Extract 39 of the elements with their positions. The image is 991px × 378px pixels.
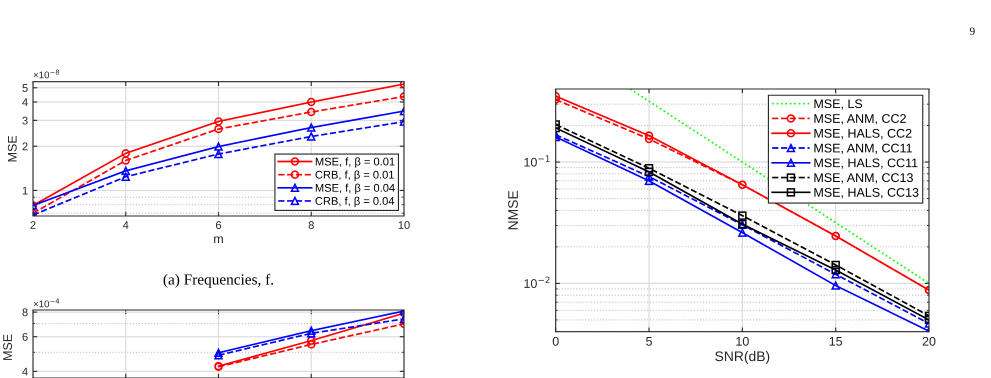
legend-label: MSE, f, β = 0.04 [316,184,395,194]
legend-label: CRB, f, β = 0.04 [315,196,394,208]
y-tick-label: 1 [22,186,28,194]
text: ×10$^{−8}$ [34,69,60,78]
legend-label: CRB, f, β = 0.01 [315,170,394,181]
legend-label: MSE, HALS, CC13 [814,188,918,198]
y-tick-label: 4 [22,98,28,106]
y-axis-title: NMSE [508,190,518,230]
legend-label: MSE, ANM, CC2 [814,114,906,124]
y-tick-label: 10$^{−2}$ [524,276,550,288]
x-tick-label: 5 [646,337,652,346]
text: ×10$^{−4}$ [34,298,60,308]
x-tick-label: 0 [552,336,559,346]
legend-label: MSE, ANM, CC11 [814,144,912,154]
x-tick-label: 4 [122,221,129,229]
legend-label: MSE, f, β = 0.01 [316,157,395,168]
x-tick-label: 10 [736,336,749,346]
x-tick-label: 15 [830,337,842,346]
x-tick-label: 10 [398,221,410,230]
legend-label: MSE, HALS, CC11 [814,158,918,169]
y-tick-label: 5 [22,84,28,92]
y-tick-label: 4 [22,368,28,376]
legend-label: MSE, LS [814,99,862,110]
y-tick-label: 10$^{−1}$ [524,155,550,167]
y-tick-label: 3 [22,116,28,125]
y-axis-title: MSE [3,334,12,360]
x-axis-title: SNR(dB) [715,350,770,364]
y-tick-label: 2 [22,142,28,150]
text: (a) Frequencies, f. [164,274,274,288]
text: 9 [970,27,975,35]
x-tick-label: 6 [216,221,222,230]
y-axis-title: MSE [8,136,17,162]
y-tick-label: 8 [22,308,28,316]
x-tick-label: 2 [30,221,36,229]
x-axis-title: m [214,236,223,244]
legend-label: MSE, ANM, CC13 [814,173,913,184]
x-tick-label: 8 [308,221,314,230]
x-tick-label: 20 [922,336,936,346]
legend-label: MSE, HALS, CC2 [814,128,912,140]
